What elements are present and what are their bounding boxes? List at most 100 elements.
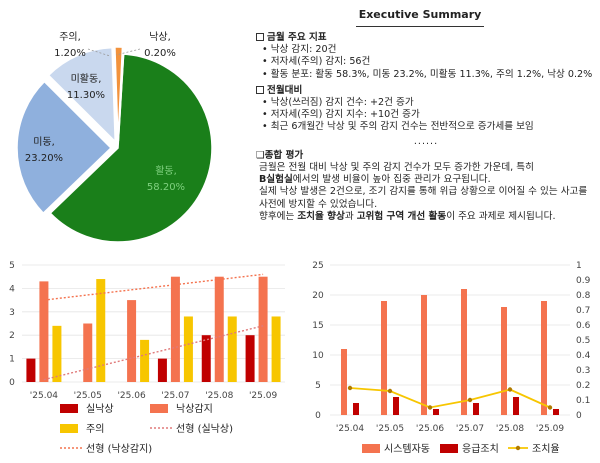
bar-실낙상	[245, 335, 255, 382]
eval-paragraph-1: 금월은 전월 대비 낙상 및 주의 감지 건수가 모두 증가한 가운데, 특히	[259, 162, 534, 174]
pie-label-2: 미활동,	[71, 72, 102, 85]
y2-tick-label: 0	[576, 411, 582, 421]
x-tick-label: '25.04	[336, 424, 365, 434]
y2-tick-label: 0.1	[576, 396, 590, 406]
y-tick-label: 0	[315, 411, 321, 421]
line-point	[387, 388, 393, 394]
line-point	[427, 405, 433, 410]
section-heading-mom: 전월대비	[256, 85, 596, 97]
pie-slice-0	[49, 53, 213, 243]
bar-실낙상	[26, 358, 36, 382]
section-heading-metrics: 금월 주요 지표	[256, 32, 596, 44]
y-tick-label: 2	[9, 331, 15, 341]
bar-낙상감지	[127, 300, 137, 382]
legend-swatch	[440, 444, 458, 453]
bar-시스템자동	[461, 289, 467, 415]
bar-주의	[52, 325, 62, 382]
legend-label: 시스템자동	[384, 443, 430, 455]
y-tick-label: 3	[9, 308, 15, 318]
pie-label-1: 미동,	[33, 136, 55, 148]
pie-slice-4	[117, 46, 125, 142]
trendline	[43, 273, 264, 301]
legend-label: 실낙상	[86, 403, 114, 415]
line-조치율	[349, 387, 551, 409]
x-tick-label: '25.06	[416, 424, 445, 434]
pie-value-1: 23.20%	[25, 153, 63, 164]
legend-label: 선형 (실낙상)	[176, 423, 233, 435]
bar-낙상감지	[170, 276, 180, 382]
legend-label: 선형 (낙상감지)	[86, 443, 152, 455]
bar-낙상감지	[258, 276, 268, 382]
ellipsis: ......	[413, 135, 439, 147]
pie-label-3: 주의,	[59, 31, 81, 43]
bar-낙상감지	[39, 281, 49, 382]
x-tick-label: '25.07	[161, 391, 189, 401]
x-tick-label: '25.08	[205, 391, 234, 401]
bar-실낙상	[157, 358, 167, 382]
y-tick-label: 5	[9, 261, 15, 271]
y2-tick-label: 0.3	[576, 366, 590, 376]
legend-swatch	[150, 404, 168, 413]
bar-시스템자동	[421, 295, 427, 415]
pie-value-0: 58.20%	[147, 182, 185, 193]
legend-label: 낙상감지	[176, 403, 213, 415]
bar-시스템자동	[501, 307, 507, 415]
bullet: • 저자세(주의) 감지: 56건	[262, 56, 371, 68]
checkbox-icon	[256, 85, 264, 94]
x-tick-label: '25.06	[117, 391, 146, 401]
bar-응급조치	[553, 409, 559, 415]
legend-swatch	[60, 404, 78, 413]
x-tick-label: '25.07	[456, 424, 484, 434]
x-tick-label: '25.09	[249, 391, 278, 401]
legend-swatch	[362, 444, 380, 453]
eval-paragraph-2: B실험실에서의 발생 비율이 높아 집중 관리가 요구됩니다.	[259, 174, 491, 186]
legend-swatch	[60, 424, 78, 433]
pie-label-4: 낙상,	[149, 31, 171, 43]
x-tick-label: '25.05	[376, 424, 404, 434]
bar-응급조치	[353, 403, 359, 415]
bullet: • 저자세(주의) 감지 지수: +10건 증가	[262, 109, 420, 121]
bar-주의	[183, 316, 193, 382]
y-tick-label: 20	[312, 291, 324, 301]
legend-label: 조치율	[532, 443, 560, 455]
pie-leader-line	[115, 48, 141, 56]
pie-value-2: 11.30%	[67, 90, 105, 101]
y2-tick-label: 0.7	[576, 306, 590, 316]
bar-응급조치	[473, 403, 479, 415]
x-tick-label: '25.05	[74, 391, 102, 401]
bar-낙상감지	[214, 276, 224, 382]
checkbox-icon	[256, 33, 264, 41]
section-heading-eval: ❑종합 평가	[256, 149, 304, 161]
bar-응급조치	[433, 409, 439, 415]
y-tick-label: 0	[9, 378, 15, 388]
bar-주의	[96, 279, 106, 382]
y2-tick-label: 0.6	[576, 321, 591, 331]
bar-시스템자동	[341, 349, 347, 415]
bullet: • 활동 분포: 활동 58.3%, 미동 23.2%, 미활동 11.3%, …	[262, 68, 593, 80]
y-tick-label: 5	[315, 381, 321, 391]
pie-slice-1	[16, 80, 113, 215]
bar-주의	[271, 316, 281, 382]
line-point	[347, 385, 353, 391]
summary-title: Executive Summary	[356, 4, 484, 27]
line-point	[467, 397, 473, 403]
bar-실낙상	[201, 335, 211, 382]
y2-tick-label: 0.8	[576, 291, 591, 301]
legend-marker	[515, 445, 521, 451]
legend-label: 응급조치	[462, 443, 499, 455]
bar-낙상감지	[83, 323, 93, 382]
bar-응급조치	[393, 397, 399, 415]
eval-paragraph-3: 실제 낙상 발생은 2건으로, 조기 감지를 통해 위급 상황으로 이어질 수 …	[259, 186, 588, 210]
bar-응급조치	[513, 397, 519, 415]
x-tick-label: '25.04	[30, 391, 59, 401]
legend-label: 주의	[86, 423, 104, 435]
x-tick-label: '25.09	[536, 424, 565, 434]
trendline	[43, 325, 264, 381]
eval-paragraph-4: 향후에는 조치율 향상과 고위험 구역 개선 활동이 주요 과제로 제시됩니다.	[259, 210, 556, 222]
pie-slice-2	[47, 46, 117, 144]
bullet: • 최근 6개월간 낙상 및 주의 감지 건수는 전반적으로 증가세를 보임	[262, 121, 534, 133]
bar-주의	[227, 316, 237, 382]
line-point	[507, 387, 513, 392]
pie-value-3: 1.20%	[54, 48, 86, 59]
